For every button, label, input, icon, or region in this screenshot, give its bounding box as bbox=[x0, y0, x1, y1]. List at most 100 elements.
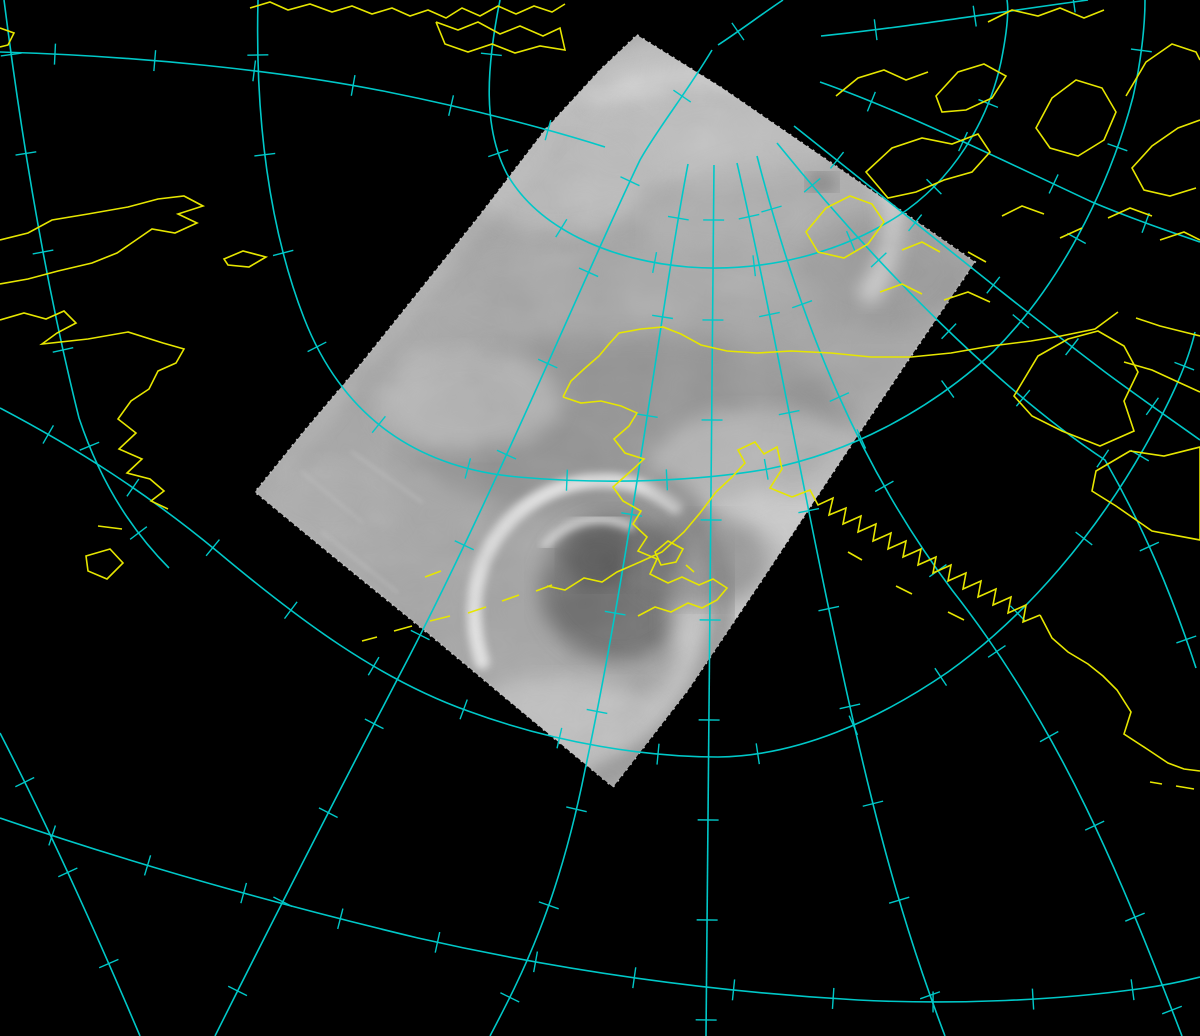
graticule-tick bbox=[874, 480, 894, 493]
graticule-tick bbox=[759, 311, 780, 318]
graticule-tick bbox=[578, 267, 599, 278]
graticule-tick bbox=[1096, 449, 1110, 468]
coastline-alaska-peninsula bbox=[546, 491, 717, 591]
coastline-bc-coast bbox=[1039, 614, 1200, 772]
graticule-tick bbox=[58, 867, 78, 878]
graticule-tick bbox=[0, 52, 22, 57]
graticule-tick bbox=[318, 807, 338, 819]
coastline-alaska-west-coast bbox=[562, 396, 729, 617]
graticule-tick bbox=[1031, 988, 1035, 1010]
coastline-bc-dash-2 bbox=[1149, 781, 1163, 785]
graticule-tick bbox=[652, 314, 674, 320]
parallel-parallel-80n bbox=[488, 0, 1009, 269]
graticule-tick bbox=[1141, 212, 1150, 234]
graticule-tick bbox=[755, 743, 761, 765]
graticule-tick bbox=[1039, 730, 1059, 743]
coastline-top-left-corner-coast bbox=[0, 27, 16, 48]
coastline-chukotka-islet bbox=[85, 548, 125, 580]
coastline-layer bbox=[0, 1, 1200, 790]
graticule-tick bbox=[53, 43, 57, 65]
meridian-meridian-far-west-wrap bbox=[3, 0, 170, 569]
graticule-tick bbox=[538, 901, 559, 910]
graticule-tick bbox=[283, 601, 298, 620]
graticule-tick bbox=[986, 276, 1001, 294]
graticule-tick bbox=[873, 19, 878, 41]
graticule-tick bbox=[1009, 605, 1026, 622]
graticule-tick bbox=[845, 230, 856, 251]
graticule-tick bbox=[829, 392, 850, 402]
graticule-tick bbox=[656, 743, 660, 765]
coastline-aleutian-dash-4 bbox=[429, 615, 451, 622]
coastline-aleutian-dash-6 bbox=[424, 570, 442, 578]
graticule-tick bbox=[129, 526, 148, 540]
graticule-tick bbox=[1174, 361, 1195, 371]
coastline-melville-island bbox=[864, 133, 992, 199]
graticule-tick bbox=[464, 458, 472, 479]
graticule-tick bbox=[459, 699, 468, 720]
graticule-tick bbox=[1065, 338, 1079, 356]
meridian-meridian-150w bbox=[705, 164, 715, 1036]
graticule-tick bbox=[555, 218, 568, 238]
graticule-tick bbox=[42, 425, 55, 444]
meridian-meridian-90w bbox=[793, 125, 1200, 441]
coastline-borden-island bbox=[935, 63, 1008, 113]
graticule-tick bbox=[252, 60, 257, 82]
graticule-tick bbox=[763, 458, 769, 480]
graticule-tick bbox=[448, 95, 455, 116]
graticule-tick bbox=[350, 75, 356, 96]
coastline-qe-top-bits-1 bbox=[987, 7, 1105, 23]
graticule-tick bbox=[496, 449, 517, 460]
coastline-aleutian-dash-7 bbox=[361, 636, 378, 642]
graticule-tick bbox=[934, 667, 948, 687]
graticule-tick bbox=[1107, 143, 1128, 152]
coastline-chukotka-south-coast bbox=[0, 310, 186, 510]
graticule-tick bbox=[1145, 397, 1159, 416]
graticule-tick bbox=[831, 987, 835, 1009]
graticule-tick bbox=[778, 409, 800, 416]
graticule-tick bbox=[870, 252, 887, 268]
coastline-cook-inlet-coast bbox=[715, 440, 793, 498]
graticule-tick bbox=[636, 413, 658, 419]
graticule-tick bbox=[919, 991, 941, 1000]
coastline-parry-dash-5 bbox=[1107, 207, 1153, 219]
coastline-chukotka-arctic-coast bbox=[0, 195, 206, 285]
graticule-tick bbox=[1012, 314, 1030, 329]
coastline-wrangel-island bbox=[222, 250, 269, 268]
coastline-panhandle-fjords bbox=[791, 488, 1041, 624]
graticule-tick bbox=[829, 151, 845, 169]
coastline-fjord-islet-1 bbox=[847, 551, 863, 561]
graticule-tick bbox=[856, 429, 867, 449]
graticule-tick bbox=[32, 249, 54, 255]
graticule-tick bbox=[604, 610, 626, 616]
graticule-tick bbox=[272, 249, 294, 257]
graticule-tick bbox=[818, 605, 840, 612]
graticule-tick bbox=[227, 985, 248, 997]
graticule-tick bbox=[337, 908, 344, 930]
graticule-tick bbox=[79, 441, 100, 451]
coastline-aleutian-dash-2 bbox=[501, 594, 520, 602]
graticule-tick bbox=[1072, 0, 1076, 13]
graticule-tick bbox=[1176, 635, 1197, 644]
parallel-parallel-70n bbox=[256, 0, 1146, 482]
graticule-tick bbox=[488, 149, 509, 158]
graticule-tick bbox=[972, 5, 977, 27]
graticule-tick bbox=[15, 776, 35, 788]
graticule-tick bbox=[48, 825, 57, 846]
coastline-parry-dash-3 bbox=[1059, 227, 1083, 239]
graticule-tick bbox=[532, 951, 539, 973]
graticule-tick bbox=[52, 346, 74, 353]
coastline-aleutian-dash-1 bbox=[535, 584, 553, 592]
graticule-tick bbox=[1124, 912, 1145, 922]
graticule-tick bbox=[926, 178, 942, 195]
graticule-tick bbox=[667, 215, 689, 221]
meridian-meridian-165w bbox=[489, 163, 689, 1036]
graticule-tick bbox=[803, 177, 821, 193]
graticule-tick bbox=[791, 300, 813, 309]
graticule-tick bbox=[544, 119, 552, 141]
graticule-tick bbox=[1048, 174, 1059, 194]
coastline-qe-top-bits-2 bbox=[835, 69, 929, 97]
